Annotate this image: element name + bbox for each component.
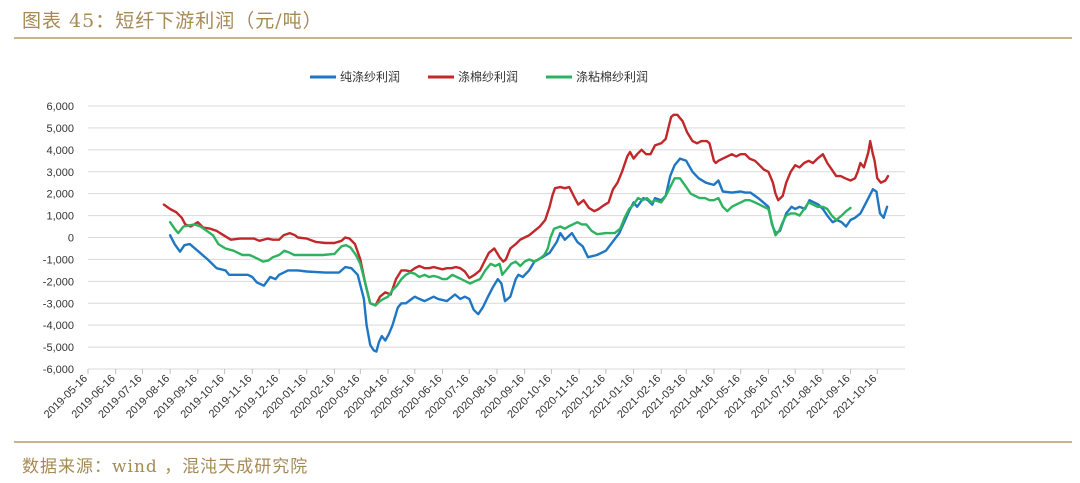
y-tick-label: -3,000: [43, 298, 74, 310]
series-line-3: [168, 177, 852, 307]
source-note: 数据来源：wind ，混沌天成研究院: [22, 457, 309, 477]
chart-gridlines: [88, 105, 905, 370]
y-tick-label: 3,000: [46, 167, 74, 179]
series-line-1: [168, 157, 889, 353]
y-tick-label: -1,000: [43, 254, 74, 266]
legend-label-1: 纯涤纱利润: [340, 70, 400, 84]
figure-title: 图表 45：短纤下游利润（元/吨）: [22, 10, 323, 32]
series-line-2: [162, 113, 890, 307]
x-axis: 2019-05-162019-06-162019-07-162019-08-16…: [42, 369, 879, 421]
chart-series: [162, 113, 890, 353]
y-axis: 6,000 5,000 4,000 3,000 2,000 1,000 0 -1,000 -2,…: [43, 101, 74, 376]
y-tick-label: 4,000: [46, 145, 74, 157]
legend-label-2: 涤棉纱利润: [458, 70, 518, 84]
legend-label-3: 涤粘棉纱利润: [576, 69, 648, 84]
title-divider: [14, 37, 1072, 39]
y-tick-label: 0: [68, 233, 74, 245]
y-tick-label: -4,000: [43, 320, 74, 332]
footer-divider: [14, 441, 1072, 443]
line-chart: 6,000 5,000 4,000 3,000 2,000 1,000 0 -1,000 -2,…: [42, 69, 905, 421]
y-tick-label: 5,000: [46, 123, 74, 135]
y-tick-label: -2,000: [43, 276, 74, 288]
y-tick-label: -5,000: [43, 342, 74, 354]
y-tick-label: 6,000: [46, 101, 74, 113]
y-tick-label: 2,000: [46, 189, 74, 201]
chart-legend: 纯涤纱利润 涤棉纱利润 涤粘棉纱利润: [310, 69, 648, 84]
y-tick-label: -6,000: [43, 364, 74, 376]
y-tick-label: 1,000: [46, 211, 74, 223]
